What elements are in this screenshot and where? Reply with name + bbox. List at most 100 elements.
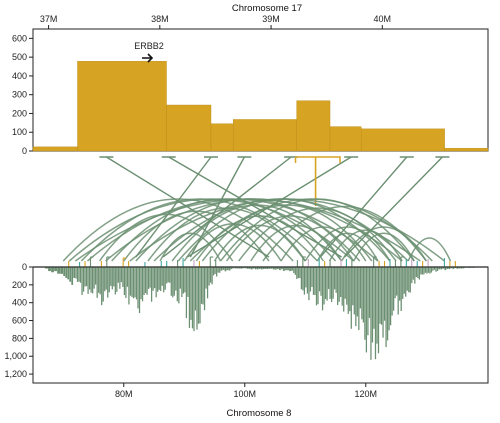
chr8-bar-84 [184,267,186,293]
chr8-bar-1 [48,267,51,272]
chr8-y-tick-label-6: 1,200 [4,369,27,379]
chr8-bar-217 [403,267,405,294]
chr8-bar-189 [361,267,363,320]
chr8-bar-200 [377,267,380,354]
chr8-arc-22 [226,215,355,262]
chr8-bar-87 [188,267,191,328]
chr8-bar-66 [157,267,159,292]
chr8-bar-18 [84,267,86,287]
chr17-bar-5 [296,100,331,152]
chr8-arc-29 [328,229,403,262]
chr8-x-tick-label-1: 100M [234,389,257,399]
chr8-bar-92 [196,267,198,330]
chr17-y-tick-label-0: 0 [22,146,27,156]
chr8-bar-181 [349,267,351,312]
chr8-bar-241 [440,267,443,270]
chr8-y-tick-label-3: 600 [12,316,27,326]
chr8-bar-206 [386,267,389,341]
chr8-bar-7 [65,267,68,278]
chr8-y-axis: 0 200 400 600 800 1,000 1,200 [4,262,33,379]
chr8-bar-56 [141,267,144,302]
chr8-bar-22 [90,267,92,293]
chr8-bar-210 [393,267,395,311]
chr8-bar-183 [352,267,354,306]
chr8-bar-219 [406,267,408,291]
chr8-bar-177 [343,267,345,312]
chr8-bar-121 [246,267,249,269]
chr8-bar-74 [169,267,171,283]
chr8-bar-225 [415,267,417,278]
chr8-bar-40 [117,267,119,283]
chr8-bar-116 [236,267,239,269]
chr8-arc-28 [316,232,379,262]
chr8-bar-154 [308,267,310,301]
gene-direction-arrow-icon [142,53,154,63]
chr8-bar-62 [150,267,153,302]
chr8-bar-36 [111,267,113,290]
chr8-bar-21 [88,267,91,290]
chr8-x-axis: 80M 100M 120M [115,383,377,399]
chr8-bar-9 [69,267,72,282]
chr8-arc-11 [147,207,306,262]
chr8-bar-152 [305,267,307,288]
chr8-bar-59 [146,267,148,295]
chr17-amplification-bars [32,61,489,152]
chr8-bar-54 [138,267,141,314]
chr8-bar-16 [81,267,83,295]
chr8-bar-71 [164,267,166,290]
chr8-bar-125 [254,267,257,270]
chr8-bar-70 [163,267,165,293]
chr8-bar-157 [312,267,315,295]
chr8-bar-148 [299,267,301,279]
chr8-bar-77 [173,267,175,296]
chr8-bar-68 [160,267,162,292]
chr8-bar-80 [178,267,180,304]
chr8-intrachromosomal-arcs [62,198,452,262]
chr8-bar-190 [362,267,365,323]
chr8-bar-238 [435,267,437,272]
chr8-bar-27 [98,267,100,293]
chr8-bar-146 [296,267,298,280]
chr8-bar-252 [462,267,465,269]
chr8-bar-112 [228,267,231,271]
chr8-bar-156 [311,267,313,287]
chr8-bar-215 [400,267,402,312]
chr8-bar-124 [252,267,255,269]
chr8-bar-2 [51,267,54,273]
chr8-bar-46 [126,267,129,287]
chr17-y-axis: 0 100 200 300 400 500 600 [12,33,33,156]
chr8-bar-106 [217,267,219,273]
chr8-bar-216 [402,267,404,299]
chr8-bar-60 [147,267,150,289]
chr8-bar-133 [270,267,273,269]
chr8-bar-113 [230,267,233,270]
chr8-bar-52 [135,267,138,300]
chr8-bar-6 [63,267,66,276]
chr8-bar-93 [197,267,200,324]
chr8-bar-155 [309,267,312,292]
chr8-bar-230 [423,267,425,275]
chr8-bar-131 [266,267,269,270]
chr8-bar-251 [460,267,463,269]
chr17-y-tick-label-5: 500 [12,52,27,62]
link-line-1 [168,156,342,258]
chr8-bar-98 [205,267,207,289]
chr8-bar-85 [185,267,188,319]
chr17-x-tick-label-2: 39M [262,14,280,24]
chr17-bar-2 [166,104,212,152]
chr8-bar-193 [367,267,369,336]
chr17-bar-7 [360,128,445,152]
chr8-bar-224 [414,267,416,284]
chr8-bar-127 [258,267,261,269]
chr8-x-tick-label-0: 80M [115,389,133,399]
chr8-bar-49 [131,267,133,297]
chr8-y-tick-label-1: 200 [12,280,27,290]
chr8-bar-135 [275,267,277,270]
chr8-bar-171 [334,267,336,290]
chr8-bar-147 [297,267,299,279]
chr8-bar-221 [409,267,411,293]
chr8-bar-151 [303,267,306,295]
chr8-bar-57 [143,267,145,296]
chr17-x-tick-label-1: 38M [151,14,169,24]
chr8-bar-103 [213,267,215,276]
